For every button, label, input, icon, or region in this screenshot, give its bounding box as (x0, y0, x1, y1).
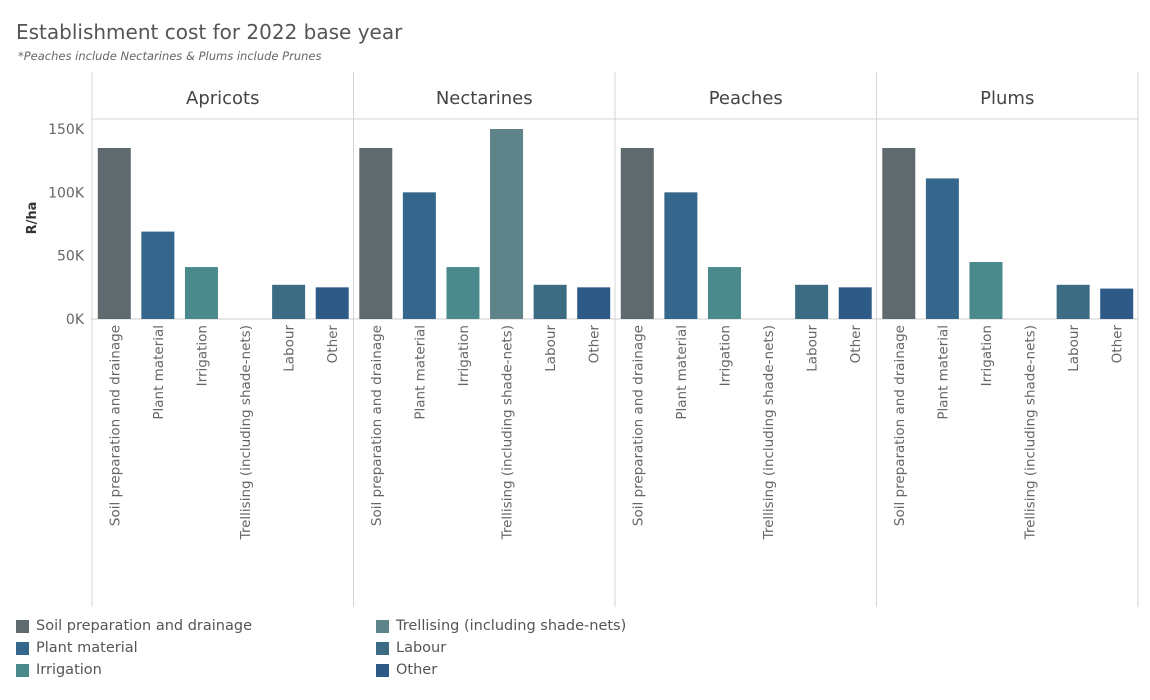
legend-item-soil[interactable]: Soil preparation and drainage (16, 618, 252, 634)
legend-label: Labour (396, 640, 447, 656)
legend-label: Irrigation (36, 662, 102, 678)
bar (620, 148, 654, 319)
bar (707, 267, 741, 319)
chart-title: Establishment cost for 2022 base year (16, 20, 403, 44)
y-tick-label: 150K (48, 122, 85, 138)
bar (838, 287, 872, 319)
bar (882, 148, 916, 319)
legend-label: Other (396, 662, 438, 678)
legend-label: Trellising (including shade-nets) (396, 618, 627, 634)
y-tick-label: 100K (48, 185, 85, 201)
bar (490, 129, 524, 319)
legend-label: Plant material (36, 640, 138, 656)
x-tick-label: Irrigation (717, 325, 733, 386)
panel-title: Plums (980, 88, 1034, 109)
x-tick-label: Other (587, 325, 603, 364)
legend-swatch (16, 663, 29, 677)
bar (359, 148, 393, 319)
bar (446, 267, 480, 319)
x-tick-label: Labour (805, 325, 821, 372)
x-tick-label: Other (1110, 325, 1126, 364)
bar (315, 287, 349, 319)
bar (664, 192, 698, 319)
x-tick-label: Labour (543, 325, 559, 372)
bar (184, 267, 218, 319)
y-tick-label: 50K (57, 249, 85, 265)
bar (577, 287, 611, 319)
legend-swatch (16, 619, 29, 633)
bar (795, 284, 829, 319)
bar (402, 192, 436, 319)
y-axis-label: R/ha (25, 202, 40, 235)
x-tick-label: Labour (282, 325, 298, 372)
legend-swatch (376, 619, 389, 633)
bar (1056, 284, 1090, 319)
x-tick-label: Trellising (including shade-nets) (500, 325, 516, 540)
x-tick-label: Trellising (including shade-nets) (238, 325, 254, 540)
legend-item-other[interactable]: Other (376, 662, 437, 678)
x-tick-label: Trellising (including shade-nets) (1023, 325, 1039, 540)
bar (272, 284, 306, 319)
panel-title: Nectarines (436, 88, 533, 109)
legend-item-trellising[interactable]: Trellising (including shade-nets) (376, 618, 626, 634)
x-tick-label: Other (325, 325, 341, 364)
legend-swatch (376, 663, 389, 677)
x-tick-label: Labour (1066, 325, 1082, 372)
panel-title: Peaches (709, 88, 783, 109)
bar (97, 148, 131, 319)
x-tick-label: Plant material (674, 325, 690, 420)
x-tick-label: Plant material (412, 325, 428, 420)
x-tick-label: Other (848, 325, 864, 364)
bar (141, 231, 175, 319)
bar (925, 178, 959, 319)
legend-swatch (376, 641, 389, 655)
bar (533, 284, 567, 319)
x-tick-label: Soil preparation and drainage (892, 325, 908, 526)
x-tick-label: Soil preparation and drainage (107, 325, 123, 526)
x-tick-label: Plant material (935, 325, 951, 420)
bar-chart: R/ha 0K 50K 100K 150K Apricots Soil preparatio… (25, 72, 1139, 607)
x-tick-label: Soil preparation and drainage (630, 325, 646, 526)
legend-item-plant-material[interactable]: Plant material (16, 640, 138, 656)
x-tick-label: Trellising (including shade-nets) (761, 325, 777, 540)
legend-label: Soil preparation and drainage (36, 618, 252, 634)
legend-item-labour[interactable]: Labour (376, 640, 446, 656)
chart-subtitle: *Peaches include Nectarines & Plums incl… (18, 49, 322, 63)
bar (969, 262, 1003, 319)
bar (1100, 288, 1134, 319)
legend-item-irrigation[interactable]: Irrigation (16, 662, 102, 678)
x-tick-label: Soil preparation and drainage (369, 325, 385, 526)
y-tick-label: 0K (66, 312, 85, 328)
panel-title: Apricots (186, 88, 260, 109)
x-tick-label: Irrigation (194, 325, 210, 386)
x-tick-label: Irrigation (456, 325, 472, 386)
x-tick-label: Irrigation (979, 325, 995, 386)
x-tick-label: Plant material (151, 325, 167, 420)
legend-swatch (16, 641, 29, 655)
